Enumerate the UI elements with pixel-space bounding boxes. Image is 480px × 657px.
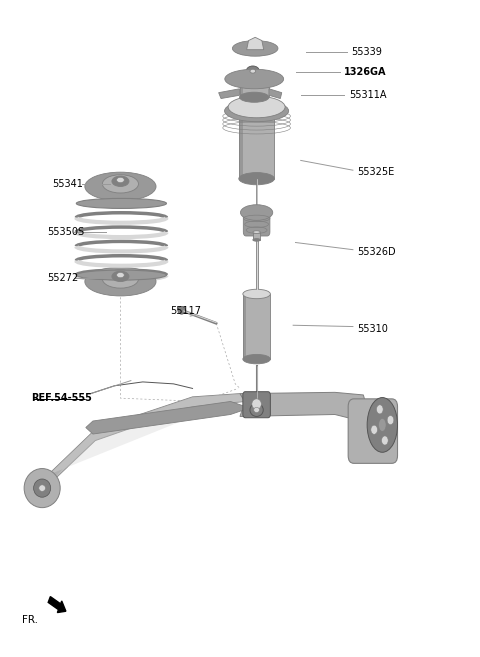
Ellipse shape: [24, 468, 60, 508]
Text: 55117: 55117: [170, 306, 201, 316]
Bar: [243, 294, 270, 359]
Ellipse shape: [240, 205, 273, 220]
Bar: [240, 79, 269, 97]
Ellipse shape: [117, 177, 124, 183]
Ellipse shape: [39, 485, 46, 491]
Ellipse shape: [387, 415, 394, 424]
Ellipse shape: [235, 45, 275, 56]
Ellipse shape: [112, 271, 129, 282]
Ellipse shape: [85, 267, 156, 296]
Ellipse shape: [376, 405, 383, 414]
Ellipse shape: [367, 397, 397, 452]
Ellipse shape: [243, 289, 270, 299]
Polygon shape: [86, 401, 250, 434]
Ellipse shape: [253, 238, 261, 241]
Ellipse shape: [178, 306, 185, 314]
Polygon shape: [219, 89, 240, 99]
FancyBboxPatch shape: [243, 392, 270, 418]
Ellipse shape: [246, 66, 260, 76]
Ellipse shape: [76, 198, 167, 208]
Ellipse shape: [382, 436, 388, 445]
Ellipse shape: [239, 107, 275, 120]
Ellipse shape: [240, 92, 269, 102]
Text: FR.: FR.: [22, 616, 38, 625]
Polygon shape: [240, 392, 368, 421]
Text: REF.54-555: REF.54-555: [31, 392, 92, 403]
Polygon shape: [43, 394, 245, 490]
Ellipse shape: [250, 403, 263, 417]
Ellipse shape: [240, 74, 269, 84]
Ellipse shape: [239, 173, 275, 185]
Ellipse shape: [34, 479, 51, 497]
Bar: [239, 114, 275, 179]
Polygon shape: [34, 394, 245, 490]
Ellipse shape: [88, 278, 153, 290]
Text: 1326GA: 1326GA: [344, 68, 387, 78]
Ellipse shape: [225, 69, 284, 89]
Ellipse shape: [102, 270, 138, 288]
FancyBboxPatch shape: [348, 399, 397, 463]
Text: 55310: 55310: [358, 323, 388, 334]
Ellipse shape: [88, 183, 153, 196]
FancyBboxPatch shape: [243, 209, 270, 236]
Ellipse shape: [250, 69, 256, 73]
Ellipse shape: [85, 172, 156, 201]
Ellipse shape: [228, 97, 285, 118]
Bar: [253, 232, 254, 240]
Ellipse shape: [117, 273, 124, 278]
Bar: [240, 79, 243, 97]
Bar: [253, 232, 261, 240]
Ellipse shape: [232, 41, 278, 57]
Text: 55325E: 55325E: [358, 167, 395, 177]
Text: 55326D: 55326D: [358, 246, 396, 257]
FancyArrow shape: [48, 597, 66, 612]
Ellipse shape: [252, 399, 261, 409]
Ellipse shape: [371, 425, 377, 434]
Ellipse shape: [243, 354, 270, 364]
Bar: [239, 114, 243, 179]
Ellipse shape: [76, 270, 167, 280]
Ellipse shape: [225, 100, 288, 122]
Ellipse shape: [254, 407, 260, 413]
Bar: [243, 294, 246, 359]
Text: 55272: 55272: [47, 273, 78, 283]
Text: 55311A: 55311A: [349, 90, 386, 101]
Polygon shape: [247, 37, 264, 50]
Ellipse shape: [112, 176, 129, 187]
Ellipse shape: [253, 231, 261, 233]
Ellipse shape: [379, 419, 386, 432]
Text: 55350S: 55350S: [47, 227, 84, 237]
Text: 55339: 55339: [351, 47, 383, 57]
Text: 55341: 55341: [53, 179, 84, 189]
Polygon shape: [269, 89, 282, 99]
Ellipse shape: [102, 175, 138, 193]
